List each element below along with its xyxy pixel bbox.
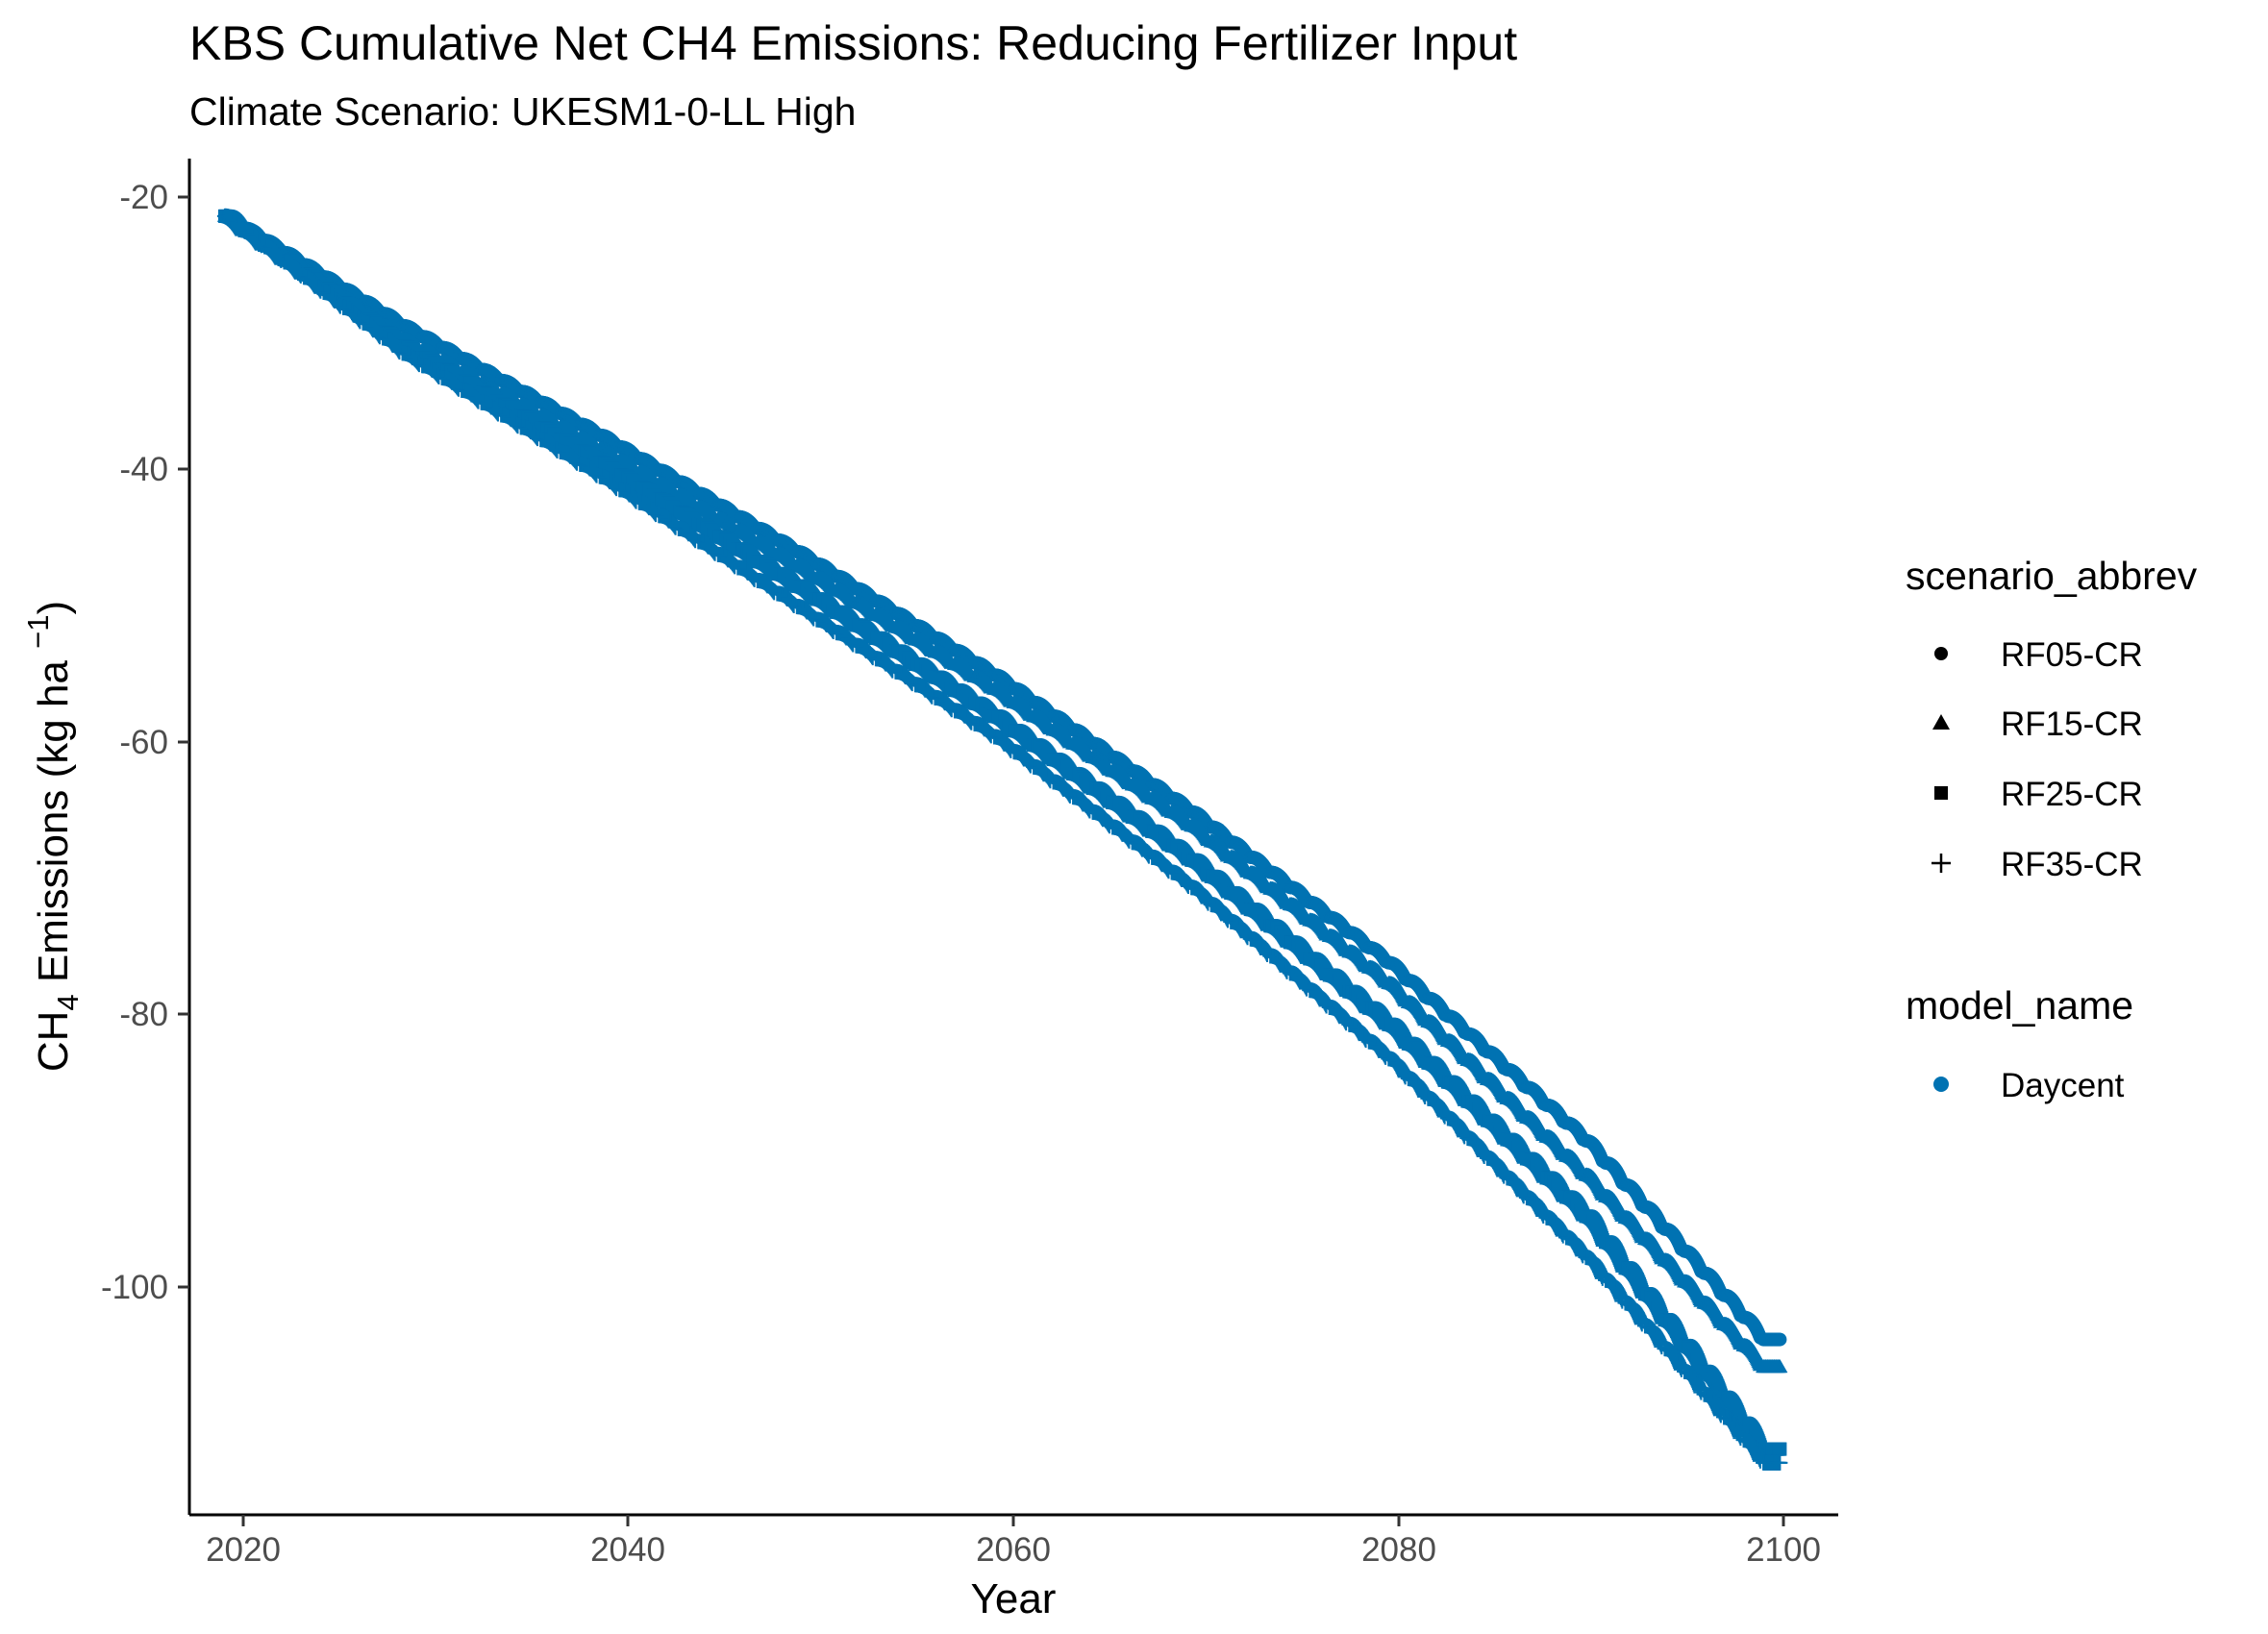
plot-panel	[187, 159, 1838, 1517]
chart-title: KBS Cumulative Net CH4 Emissions: Reduci…	[189, 16, 1517, 70]
data-points	[216, 208, 1788, 1471]
chart-subtitle: Climate Scenario: UKESM1-0-LL High	[189, 89, 856, 134]
data-point-rf05-cr	[1773, 1332, 1787, 1347]
